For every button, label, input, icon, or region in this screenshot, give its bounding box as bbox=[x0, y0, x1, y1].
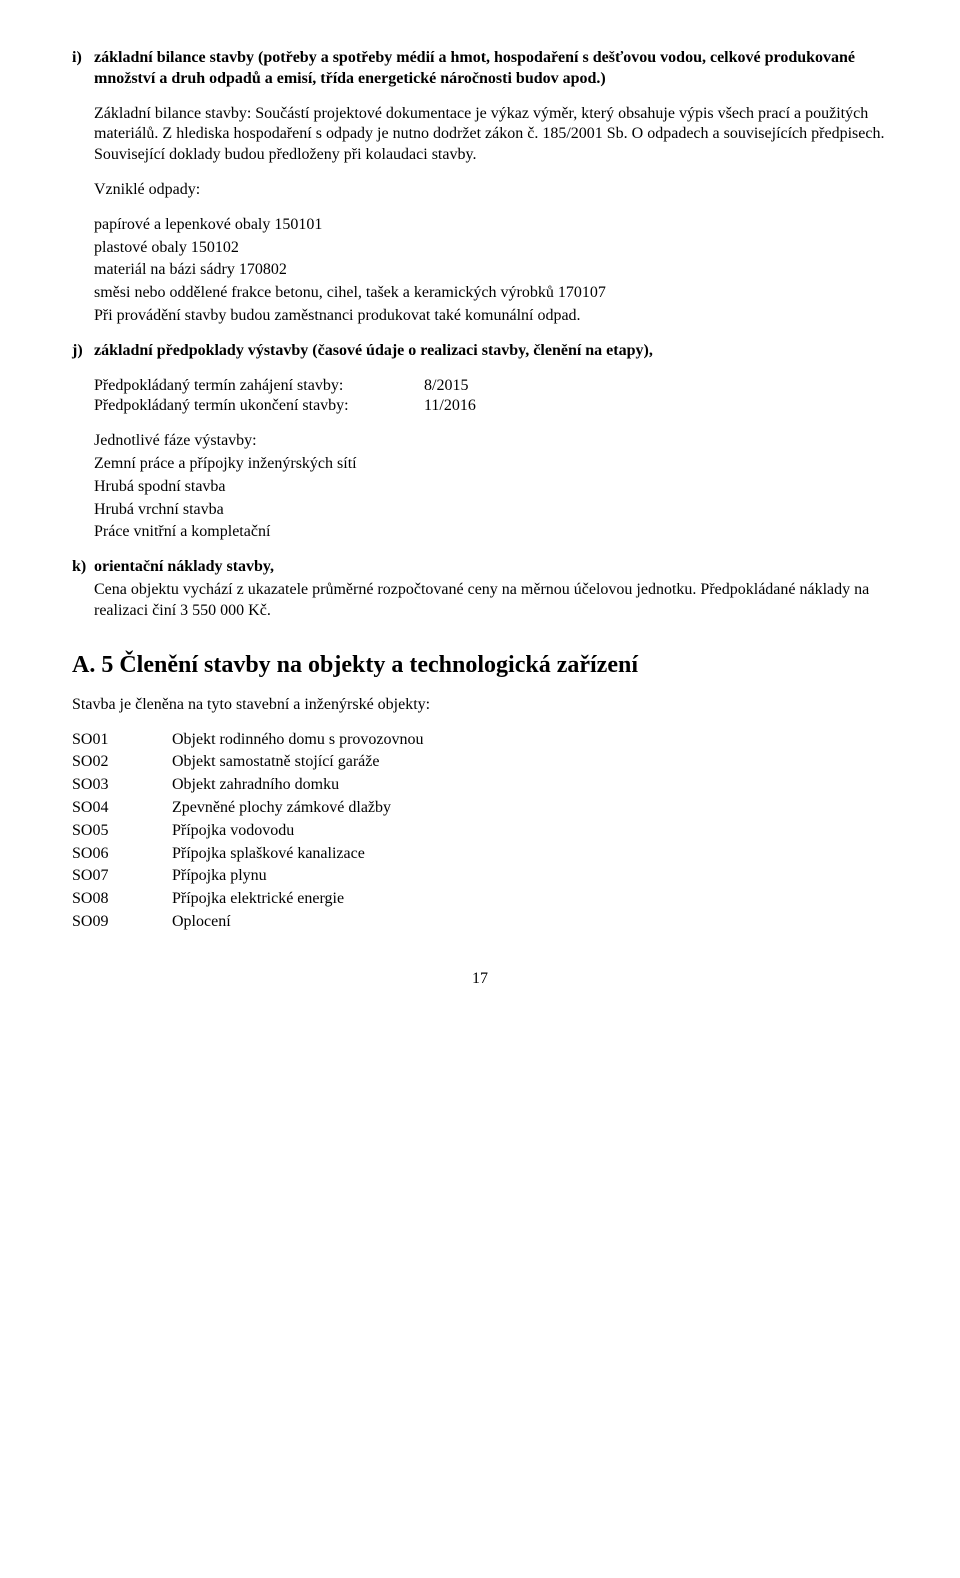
object-code: SO09 bbox=[72, 912, 172, 933]
object-name: Objekt samostatně stojící garáže bbox=[172, 752, 888, 773]
phases-block: Jednotlivé fáze výstavby: Zemní práce a … bbox=[94, 431, 888, 543]
term-start-row: Předpokládaný termín zahájení stavby: 8/… bbox=[94, 376, 888, 397]
object-name: Oplocení bbox=[172, 912, 888, 933]
object-row: SO04 Zpevněné plochy zámkové dlažby bbox=[72, 798, 888, 819]
list-item-k: k) orientační náklady stavby, bbox=[72, 557, 888, 578]
object-row: SO06 Přípojka splaškové kanalizace bbox=[72, 844, 888, 865]
object-row: SO02 Objekt samostatně stojící garáže bbox=[72, 752, 888, 773]
term-end-label: Předpokládaný termín ukončení stavby: bbox=[94, 396, 424, 417]
object-code: SO07 bbox=[72, 866, 172, 887]
list-marker-j: j) bbox=[72, 341, 94, 362]
object-row: SO01 Objekt rodinného domu s provozovnou bbox=[72, 730, 888, 751]
section-heading-a5: A. 5 Členění stavby na objekty a technol… bbox=[72, 650, 888, 681]
paragraph-i-1: Základní bilance stavby: Součástí projek… bbox=[94, 104, 888, 166]
term-start-value: 8/2015 bbox=[424, 376, 888, 397]
object-row: SO03 Objekt zahradního domku bbox=[72, 775, 888, 796]
phase-line: Práce vnitřní a kompletační bbox=[94, 522, 888, 543]
object-row: SO05 Přípojka vodovodu bbox=[72, 821, 888, 842]
waste-list: papírové a lepenkové obaly 150101 plasto… bbox=[94, 215, 888, 327]
object-name: Přípojka plynu bbox=[172, 866, 888, 887]
phase-line: Hrubá spodní stavba bbox=[94, 477, 888, 498]
term-start-label: Předpokládaný termín zahájení stavby: bbox=[94, 376, 424, 397]
waste-line: materiál na bázi sádry 170802 bbox=[94, 260, 888, 281]
object-row: SO08 Přípojka elektrické energie bbox=[72, 889, 888, 910]
waste-line: směsi nebo oddělené frakce betonu, cihel… bbox=[94, 283, 888, 304]
list-marker-i: i) bbox=[72, 48, 94, 90]
phase-line: Zemní práce a přípojky inženýrských sítí bbox=[94, 454, 888, 475]
list-heading-j: základní předpoklady výstavby (časové úd… bbox=[94, 341, 888, 362]
object-name: Objekt rodinného domu s provozovnou bbox=[172, 730, 888, 751]
waste-line: Při provádění stavby budou zaměstnanci p… bbox=[94, 306, 888, 327]
object-code: SO06 bbox=[72, 844, 172, 865]
terms-block: Předpokládaný termín zahájení stavby: 8/… bbox=[94, 376, 888, 418]
object-name: Zpevněné plochy zámkové dlažby bbox=[172, 798, 888, 819]
object-row: SO09 Oplocení bbox=[72, 912, 888, 933]
list-marker-k: k) bbox=[72, 557, 94, 578]
object-name: Přípojka elektrické energie bbox=[172, 889, 888, 910]
object-code: SO04 bbox=[72, 798, 172, 819]
term-end-value: 11/2016 bbox=[424, 396, 888, 417]
paragraph-k: Cena objektu vychází z ukazatele průměrn… bbox=[94, 580, 888, 622]
object-list: SO01 Objekt rodinného domu s provozovnou… bbox=[72, 730, 888, 933]
object-code: SO05 bbox=[72, 821, 172, 842]
label-vznikle-odpady: Vzniklé odpady: bbox=[94, 180, 888, 201]
phases-label: Jednotlivé fáze výstavby: bbox=[94, 431, 888, 452]
object-code: SO02 bbox=[72, 752, 172, 773]
phase-line: Hrubá vrchní stavba bbox=[94, 500, 888, 521]
object-name: Objekt zahradního domku bbox=[172, 775, 888, 796]
object-row: SO07 Přípojka plynu bbox=[72, 866, 888, 887]
list-heading-i: základní bilance stavby (potřeby a spotř… bbox=[94, 48, 888, 90]
object-name: Přípojka splaškové kanalizace bbox=[172, 844, 888, 865]
page-number: 17 bbox=[72, 969, 888, 990]
list-heading-k: orientační náklady stavby, bbox=[94, 557, 888, 578]
object-name: Přípojka vodovodu bbox=[172, 821, 888, 842]
object-code: SO08 bbox=[72, 889, 172, 910]
object-code: SO01 bbox=[72, 730, 172, 751]
term-end-row: Předpokládaný termín ukončení stavby: 11… bbox=[94, 396, 888, 417]
object-code: SO03 bbox=[72, 775, 172, 796]
list-item-i: i) základní bilance stavby (potřeby a sp… bbox=[72, 48, 888, 90]
section-a5-intro: Stavba je členěna na tyto stavební a inž… bbox=[72, 695, 888, 716]
list-item-j: j) základní předpoklady výstavby (časové… bbox=[72, 341, 888, 362]
waste-line: papírové a lepenkové obaly 150101 bbox=[94, 215, 888, 236]
waste-line: plastové obaly 150102 bbox=[94, 238, 888, 259]
